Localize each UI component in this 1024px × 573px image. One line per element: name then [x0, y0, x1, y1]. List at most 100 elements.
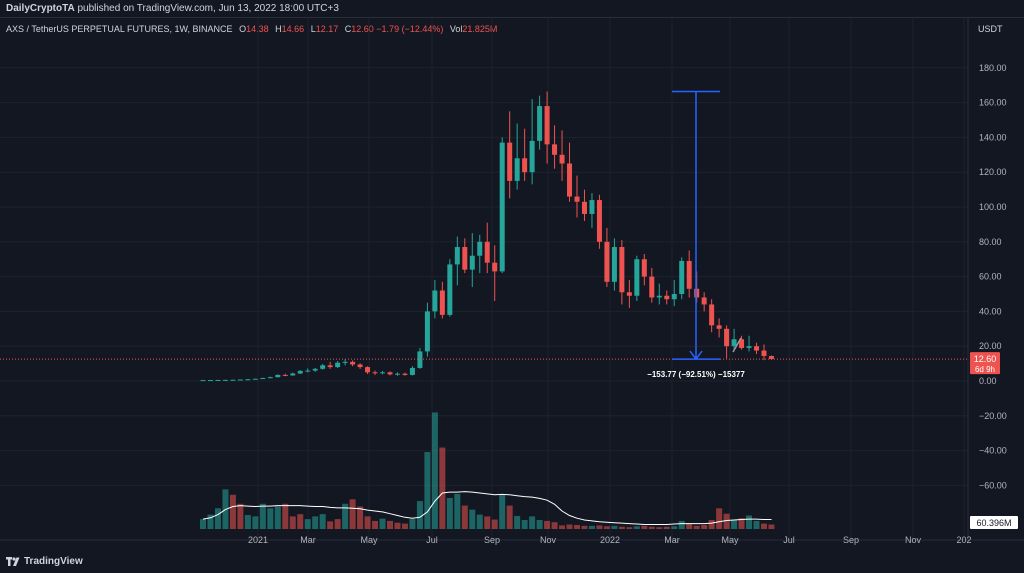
- candle: [492, 245, 498, 301]
- symbol-title[interactable]: AXS / TetherUS PERPETUAL FUTURES, 1W, BI…: [6, 24, 233, 34]
- volume-bar: [401, 523, 408, 529]
- volume-ma-badge: [970, 516, 1018, 529]
- price-tick-label: −40.00: [979, 446, 1007, 456]
- volume-bar: [506, 505, 513, 529]
- candle-body: [387, 372, 393, 375]
- candle-body: [671, 294, 677, 300]
- candle-body: [626, 292, 632, 296]
- price-tick-label: 20.00: [979, 341, 1002, 351]
- candle-body: [245, 379, 251, 381]
- volume-bar: [484, 516, 491, 529]
- candle-body: [252, 378, 258, 380]
- candle-body: [207, 380, 213, 382]
- author-name[interactable]: DailyCryptoTA: [6, 3, 75, 14]
- currency-label: USDT: [978, 24, 1003, 34]
- time-tick-label: 2021: [248, 535, 268, 545]
- candle-body: [529, 140, 535, 173]
- candle: [380, 370, 386, 375]
- candle-body: [439, 290, 445, 315]
- price-tick-label: 120.00: [979, 167, 1007, 177]
- price-tick-label: −20.00: [979, 411, 1007, 421]
- volume-bar: [349, 499, 356, 529]
- candle-body: [290, 373, 296, 376]
- candle-body: [649, 276, 655, 298]
- time-tick-label: Sep: [843, 535, 859, 545]
- volume-bar: [761, 523, 767, 529]
- candle: [619, 240, 625, 305]
- candle: [484, 222, 490, 274]
- time-tick-label: Jul: [426, 535, 438, 545]
- candle-body: [237, 379, 243, 381]
- candle: [709, 299, 715, 333]
- candle-body: [484, 241, 490, 263]
- volume-bar: [678, 520, 685, 529]
- candle: [522, 128, 528, 181]
- price-tick-label: 60.00: [979, 272, 1002, 282]
- candle-body: [611, 247, 617, 282]
- volume-bar: [663, 526, 670, 529]
- candle: [552, 125, 558, 169]
- publication-header: DailyCryptoTA published on TradingView.c…: [0, 0, 1024, 18]
- volume-bar: [334, 519, 341, 529]
- bar-countdown: 6d 9h: [975, 365, 995, 374]
- volume-label: Vol: [449, 24, 463, 34]
- candle: [267, 376, 273, 379]
- candle: [679, 257, 685, 300]
- candle-body: [768, 355, 774, 360]
- candle-body: [417, 351, 423, 368]
- volume-bar: [469, 509, 476, 529]
- volume-bar: [229, 494, 236, 529]
- candle-body: [380, 372, 386, 374]
- volume-bar: [372, 520, 379, 529]
- candle-body: [574, 196, 580, 202]
- candle: [544, 91, 550, 164]
- candle-body: [724, 328, 730, 347]
- candle: [499, 137, 505, 274]
- candle: [634, 255, 640, 301]
- volume-bar: [551, 522, 558, 529]
- candle: [754, 342, 760, 355]
- candle: [245, 379, 251, 381]
- time-tick-label: 2022: [600, 535, 620, 545]
- volume-bar: [566, 524, 573, 529]
- candle-body: [641, 259, 647, 277]
- volume-bar: [259, 503, 266, 529]
- time-tick-label: Nov: [540, 535, 557, 545]
- volume-bar: [581, 525, 588, 529]
- candle: [424, 302, 430, 357]
- candle-body: [424, 311, 430, 352]
- volume-bar: [491, 519, 498, 529]
- candle-body: [402, 373, 408, 375]
- candle: [656, 283, 662, 305]
- candle-body: [604, 241, 610, 282]
- candle-body: [477, 241, 483, 256]
- price-tick-label: −60.00: [979, 480, 1007, 490]
- candle-body: [552, 144, 558, 155]
- candle: [439, 281, 445, 319]
- candle: [342, 359, 348, 366]
- time-tick-label: Mar: [664, 535, 680, 545]
- time-tick-label: Jul: [783, 535, 795, 545]
- candle-body: [454, 247, 460, 265]
- volume-bar: [424, 452, 431, 529]
- candle-body: [686, 260, 692, 289]
- volume-bar: [559, 525, 566, 529]
- candle: [372, 370, 378, 375]
- candle-body: [701, 297, 707, 305]
- volume-bar: [439, 447, 446, 529]
- volume-bar: [461, 505, 468, 529]
- price-axis: 180.00 160.00 140.00 120.00 100.00 80.00 60.00…: [967, 18, 1007, 540]
- volume-bar: [596, 525, 603, 529]
- candle-body: [589, 200, 595, 214]
- candle-body: [499, 142, 505, 272]
- candle-body: [342, 361, 348, 363]
- volume-bar: [267, 508, 274, 529]
- candle: [589, 193, 595, 228]
- tradingview-logo[interactable]: TradingView: [6, 556, 83, 567]
- candle: [230, 379, 236, 381]
- candle-body: [716, 325, 722, 329]
- volume-bar: [342, 503, 349, 529]
- candle-body: [544, 106, 550, 145]
